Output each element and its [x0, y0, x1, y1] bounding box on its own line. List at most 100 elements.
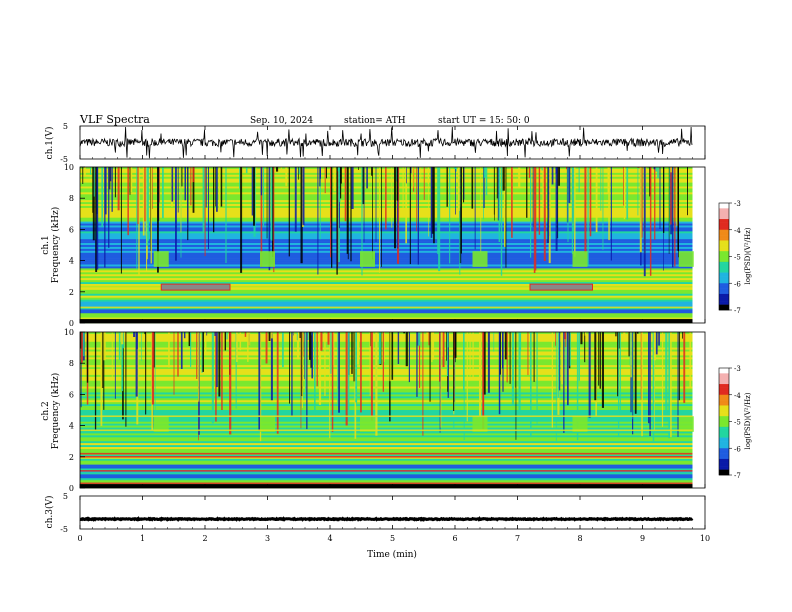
spectrogram-streak: [600, 167, 602, 211]
colorbar-cell: [719, 293, 729, 297]
spectrogram-ytick-label: 6: [69, 390, 74, 399]
spectrogram-streak: [442, 332, 445, 368]
spectrogram-streak: [610, 167, 612, 261]
spectrogram-streak: [369, 332, 371, 396]
colorbar-tick-label: -7: [734, 307, 741, 315]
spectrogram-band: [80, 423, 693, 426]
x-tick-label: 7: [515, 534, 520, 543]
spectrogram-streak: [245, 167, 248, 173]
spectrogram-streak: [587, 167, 589, 267]
spectrogram-streak: [446, 167, 448, 207]
spectrogram-band: [80, 410, 693, 413]
spectrogram-streak: [496, 167, 498, 199]
spectrogram-streak: [677, 332, 679, 437]
colorbar-cell: [719, 238, 729, 241]
spectrogram-streak: [251, 167, 253, 216]
colorbar-cell: [719, 206, 729, 209]
spectrogram-band: [80, 406, 693, 409]
spectrogram-streak: [159, 167, 160, 203]
spectrogram-streak: [253, 167, 255, 226]
spectrogram-streak: [340, 167, 342, 199]
spectrogram-streak: [300, 167, 303, 264]
spectrogram-band: [80, 421, 693, 424]
spectrogram-band: [80, 272, 693, 275]
colorbar-cell: [719, 403, 729, 406]
spectrogram-streak: [441, 332, 443, 357]
spectrogram-band: [80, 332, 693, 335]
spectrogram-streak: [298, 167, 301, 175]
spectrogram-streak: [104, 167, 107, 215]
spectrogram-band: [80, 437, 693, 440]
spectrogram-streak: [459, 167, 461, 275]
spectrogram-streak: [211, 332, 214, 424]
spectrogram-band: [80, 359, 693, 362]
colorbar-cell: [719, 458, 729, 462]
spectrogram-streak: [454, 332, 455, 402]
spectrogram-streak: [580, 332, 583, 345]
colorbar-cell: [719, 277, 729, 280]
spectrogram-streak: [653, 332, 656, 361]
spectrogram-streak: [678, 332, 680, 401]
spectrogram-streak: [623, 332, 626, 341]
spectrogram-band: [80, 390, 693, 393]
spectrogram-streak: [599, 332, 601, 389]
colorbar-cell: [719, 392, 729, 396]
colorbar-cell: [719, 423, 729, 426]
colorbar-cell: [719, 437, 729, 440]
colorbar-cell: [719, 368, 729, 371]
spectrogram-burst: [572, 251, 588, 267]
spectrogram-band: [80, 299, 693, 302]
colorbar-cell: [719, 301, 729, 304]
spectrogram-streak: [416, 167, 417, 232]
colorbar-cell: [719, 385, 729, 388]
spectrogram-streak: [289, 332, 290, 404]
spectrogram-streak: [584, 332, 587, 336]
spectrogram-streak: [565, 332, 567, 386]
spectrogram-streak: [419, 332, 421, 388]
spectrogram-streak: [180, 167, 182, 233]
spectrogram-band: [80, 456, 693, 460]
spectrogram-streak: [333, 167, 336, 192]
spectrogram-streak: [215, 167, 216, 207]
spectrogram-streak: [565, 332, 567, 347]
spectrogram-streak: [598, 332, 600, 386]
spectrogram-streak: [449, 167, 451, 264]
spectrogram-band: [80, 466, 693, 469]
spectrogram-band: [80, 291, 693, 295]
spectrogram-tone-segment: [160, 283, 231, 291]
spectrogram-streak: [427, 167, 429, 184]
spectrogram-streak: [310, 332, 313, 368]
spectrogram-streak: [190, 332, 192, 367]
spectrogram-streak: [547, 167, 549, 243]
spectrogram-streak: [474, 167, 476, 250]
spectrogram-streak: [309, 332, 311, 360]
waveform-trace: [79, 126, 693, 159]
wave-ytick: -5: [60, 525, 68, 534]
spectrogram-band: [80, 231, 693, 234]
spectrogram-streak: [482, 332, 485, 430]
spectrogram-streak: [389, 332, 391, 382]
spectrogram-streak: [338, 167, 340, 263]
spectrogram-streak: [151, 332, 155, 405]
spectrogram-streak: [502, 332, 504, 369]
spectrogram-band: [80, 427, 693, 430]
spectrogram-streak: [337, 332, 339, 407]
spectrogram-streak: [336, 167, 338, 275]
spectrogram-streak: [327, 332, 330, 345]
figure-title: VLF Spectra: [79, 113, 150, 126]
colorbar-cell: [719, 430, 729, 433]
spectrogram-burst: [360, 251, 375, 267]
colorbar-tick-label: -4: [734, 227, 741, 235]
colorbar-cell: [719, 308, 729, 311]
spectrogram-band: [80, 357, 693, 360]
spectrogram-band: [80, 252, 693, 256]
spectrogram-ytick-label: 0: [69, 484, 74, 493]
colorbar-cell: [719, 286, 729, 289]
spectrogram-band: [80, 303, 693, 306]
spectrogram-streak: [381, 167, 382, 267]
spectrogram-streak: [383, 332, 385, 362]
spectrogram-band: [80, 289, 693, 293]
spectrogram-streak: [432, 332, 435, 360]
spectrogram-ytick-label: 2: [69, 453, 74, 462]
x-tick-label: 5: [390, 534, 395, 543]
